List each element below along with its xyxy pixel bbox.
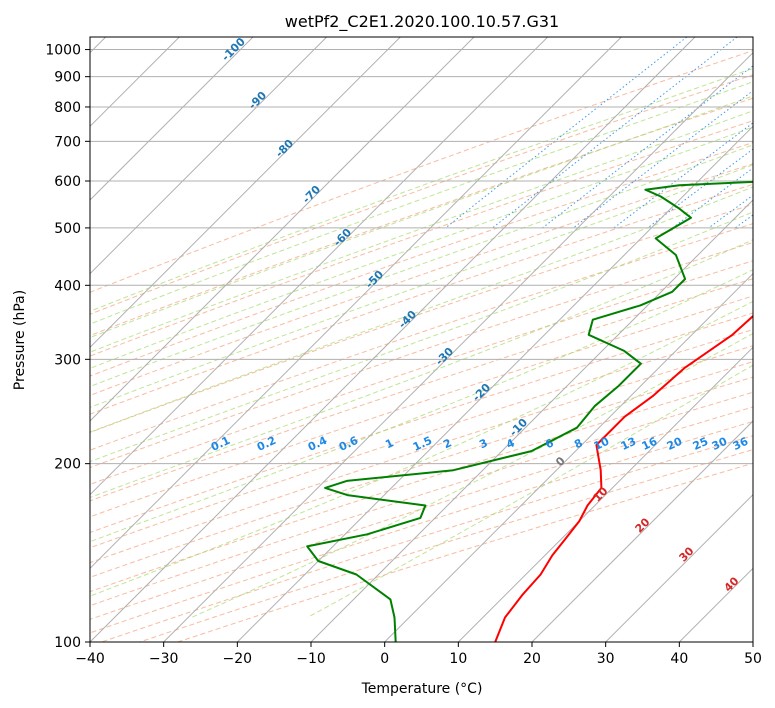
isotherm-line bbox=[384, 272, 753, 642]
mixing-ratio-label: 16 bbox=[640, 435, 660, 453]
isotherm-line bbox=[90, 37, 254, 201]
dry-adiabat bbox=[90, 376, 753, 593]
mixing-ratio-line bbox=[672, 167, 753, 229]
mixing-ratio-label: 20 bbox=[665, 435, 685, 453]
y-tick-label: 300 bbox=[54, 352, 81, 368]
dry-adiabat bbox=[90, 223, 753, 451]
isotherm-line bbox=[90, 37, 475, 422]
moist-adiabat bbox=[90, 81, 753, 325]
dry-adiabat bbox=[90, 50, 753, 293]
x-tick-label: 10 bbox=[449, 651, 467, 667]
moist-adiabat bbox=[90, 239, 753, 499]
x-tick-label: −20 bbox=[223, 651, 253, 667]
isotherm-line bbox=[90, 37, 401, 349]
x-tick-label: 50 bbox=[744, 651, 762, 667]
y-tick-label: 700 bbox=[54, 134, 81, 150]
y-tick-label: 600 bbox=[54, 174, 81, 190]
dry-adiabat bbox=[90, 142, 753, 377]
x-tick-label: −10 bbox=[296, 651, 326, 667]
dry-adiabat bbox=[90, 329, 753, 549]
profiles bbox=[306, 180, 753, 642]
mixing-ratio-label: 13 bbox=[619, 435, 638, 453]
mixing-ratio-line bbox=[572, 90, 753, 229]
moist-adiabat bbox=[90, 144, 753, 388]
isotherm-line bbox=[90, 37, 622, 570]
profile-line-1 bbox=[494, 314, 753, 642]
y-axis-ticks: 100 200 300 400 500 600 700 800 900 1000 bbox=[45, 43, 90, 651]
moist-adiabat bbox=[90, 67, 753, 312]
y-tick-label: 800 bbox=[54, 100, 81, 116]
chart-title: wetPf2_C2E1.2020.100.10.57.G31 bbox=[285, 12, 559, 32]
x-tick-label: −30 bbox=[149, 651, 179, 667]
isotherm-line bbox=[605, 493, 753, 642]
x-axis-label: Temperature (°C) bbox=[361, 681, 483, 697]
x-axis-ticks: −40 −30 −20 −10 0 10 20 30 40 50 bbox=[75, 642, 762, 667]
dry-adiabat bbox=[90, 345, 753, 564]
isotherm-line bbox=[310, 199, 753, 642]
dry-adiabat bbox=[90, 278, 753, 502]
moist-adiabat bbox=[90, 186, 753, 433]
isotherm-line bbox=[90, 37, 549, 496]
y-tick-label: 100 bbox=[54, 635, 81, 651]
dry-adiabat bbox=[90, 295, 753, 518]
isotherm-line bbox=[531, 420, 753, 642]
y-tick-label: 200 bbox=[54, 457, 81, 473]
moist-adiabat bbox=[90, 211, 753, 463]
x-tick-label: −40 bbox=[75, 651, 105, 667]
y-tick-label: 1000 bbox=[45, 43, 81, 59]
dry-adiabat bbox=[90, 391, 753, 607]
mixing-ratio-label: 30 bbox=[710, 435, 730, 453]
dry-adiabat bbox=[90, 361, 753, 578]
profile-line-2 bbox=[306, 180, 753, 642]
dry-adiabat bbox=[90, 97, 753, 337]
y-tick-label: 900 bbox=[54, 70, 81, 86]
isotherm-line bbox=[457, 346, 753, 642]
isotherm-line bbox=[163, 51, 753, 642]
x-tick-label: 20 bbox=[523, 651, 541, 667]
mixing-ratio-label: 25 bbox=[691, 435, 710, 453]
dry-adiabat bbox=[90, 241, 753, 469]
x-tick-label: 40 bbox=[670, 651, 688, 667]
dry-adiabat bbox=[90, 163, 753, 396]
x-tick-label: 30 bbox=[597, 651, 615, 667]
mixing-ratio-label: 36 bbox=[731, 435, 751, 453]
mixing-ratio-line bbox=[542, 65, 753, 229]
x-tick-label: 0 bbox=[380, 651, 389, 667]
moist-adiabat bbox=[90, 110, 753, 353]
y-axis-label: Pressure (hPa) bbox=[12, 290, 28, 390]
dry-adiabat bbox=[90, 312, 753, 534]
isotherm-line bbox=[90, 37, 696, 642]
grid bbox=[90, 37, 753, 642]
y-tick-label: 500 bbox=[54, 221, 81, 237]
isotherm-line bbox=[90, 37, 328, 275]
plot-frame bbox=[89, 36, 754, 643]
mixing-ratio-label: 10 bbox=[592, 435, 612, 453]
y-tick-label: 400 bbox=[54, 278, 81, 294]
